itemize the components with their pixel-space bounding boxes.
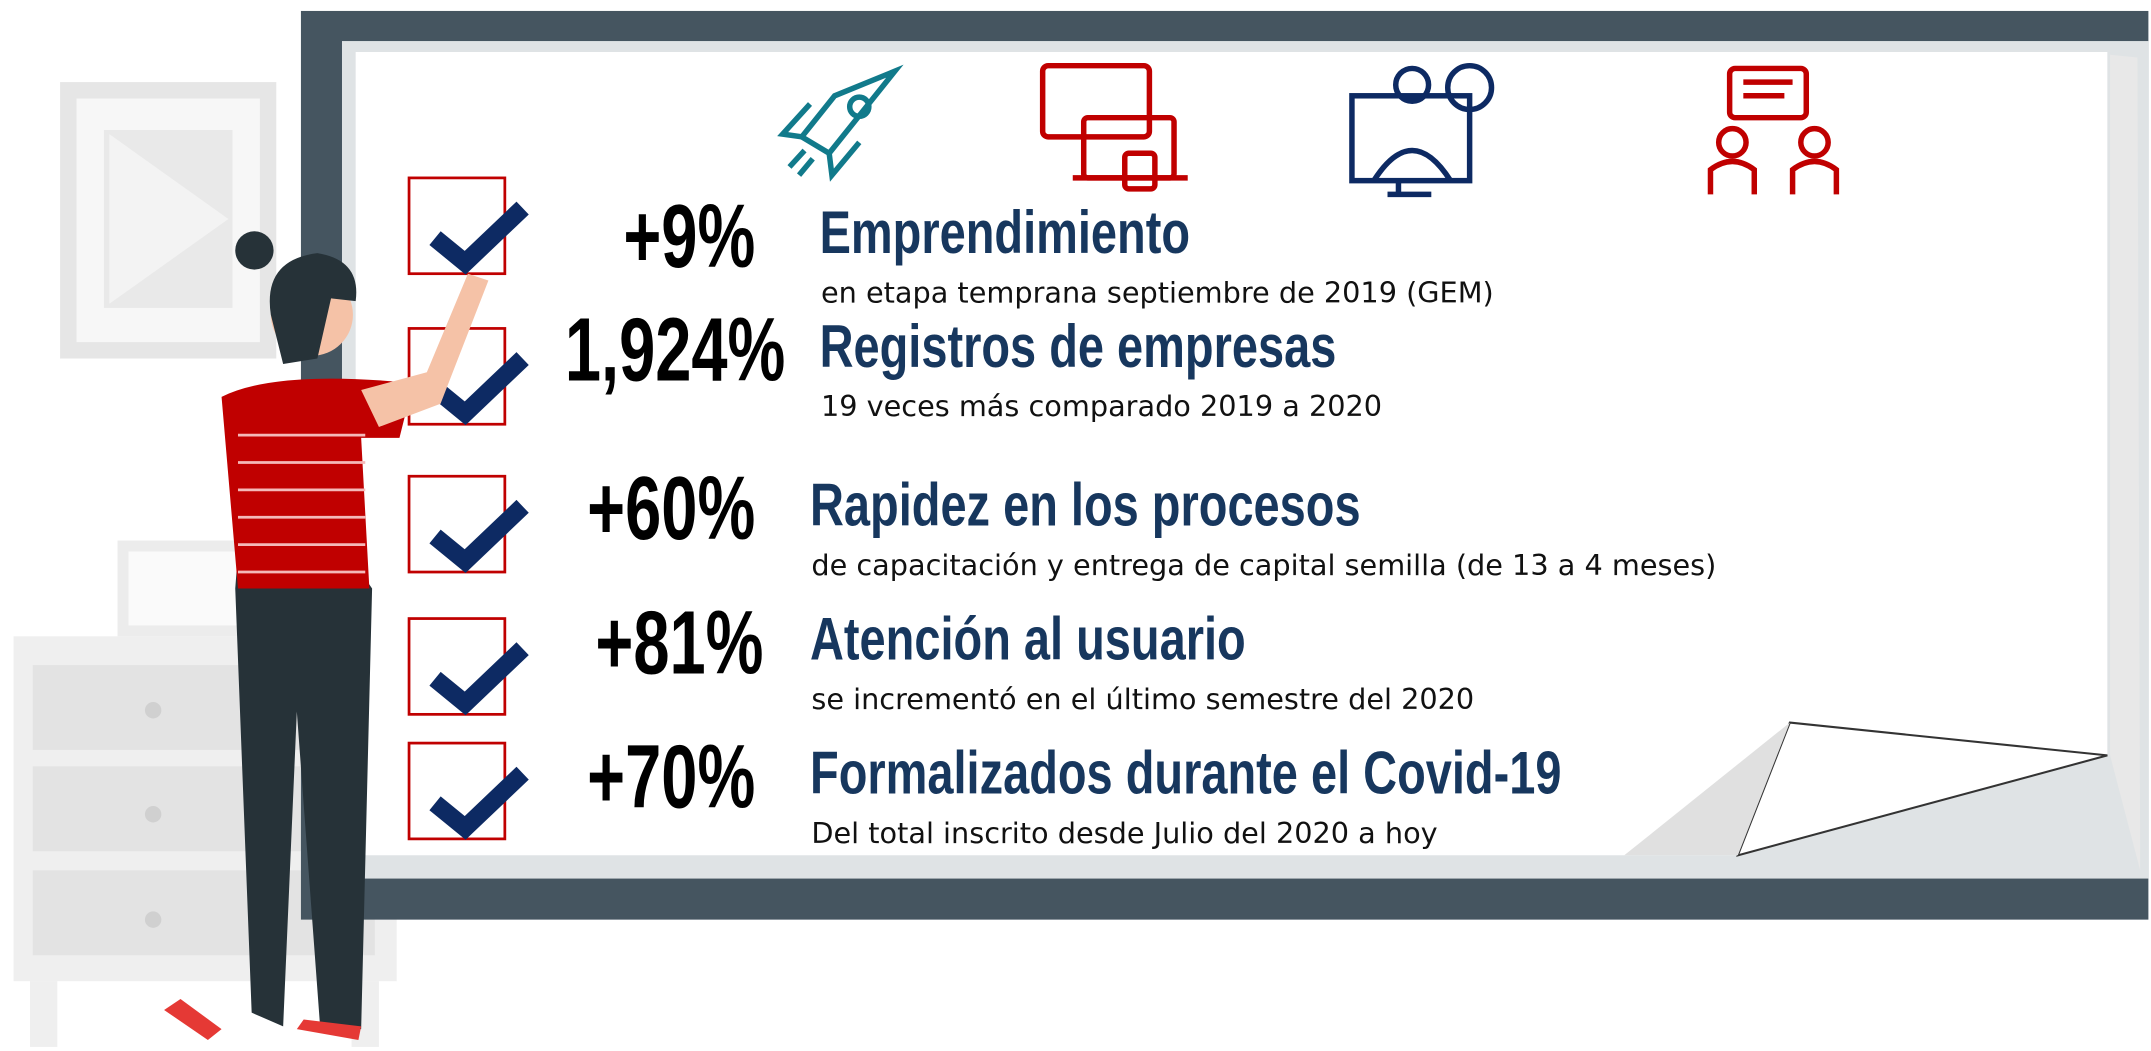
item-subtitle: 19 veces más comparado 2019 a 2020: [821, 389, 1382, 423]
item-title: Emprendimiento: [820, 200, 1190, 267]
item-title: Rapidez en los procesos: [810, 472, 1361, 539]
item-subtitle: en etapa temprana septiembre de 2019 (GE…: [821, 275, 1494, 309]
stat-value: +81%: [595, 592, 763, 693]
stat-value: +70%: [587, 726, 755, 827]
title-group: Registros de empresas: [820, 313, 1337, 380]
item-title: Formalizados durante el Covid-19: [810, 740, 1561, 807]
item-subtitle: de capacitación y entrega de capital sem…: [811, 548, 1716, 582]
page: {"items": [ {"stat": "+9%", "title": "Em…: [0, 0, 2151, 1051]
stat-value: +9%: [623, 185, 755, 286]
stat-group: +70%: [587, 726, 755, 827]
stat-group: +9%: [623, 185, 755, 286]
stat-group: +60%: [587, 458, 755, 559]
title-group: Formalizados durante el Covid-19: [810, 740, 1561, 807]
stat-value: +60%: [587, 458, 755, 559]
title-group: Rapidez en los procesos: [810, 472, 1361, 539]
item-title: Registros de empresas: [820, 313, 1337, 380]
infographic: +9% Emprendimiento en etapa temprana septi…: [0, 0, 2151, 1051]
stat-value: 1,924%: [565, 299, 786, 400]
item-subtitle: Del total inscrito desde Julio del 2020 …: [811, 816, 1437, 850]
title-group: Atención al usuario: [810, 606, 1246, 673]
stat-group: +81%: [595, 592, 763, 693]
stat-group: 1,924%: [565, 299, 786, 400]
item-subtitle: se incrementó en el último semestre del …: [811, 682, 1474, 716]
title-group: Emprendimiento: [820, 200, 1190, 267]
item-title: Atención al usuario: [810, 606, 1246, 673]
